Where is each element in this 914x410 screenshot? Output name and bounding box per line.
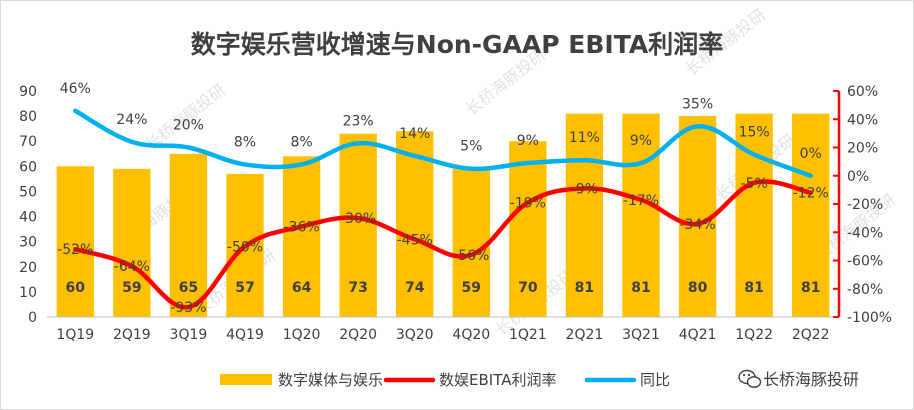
bar-label-1Q19: 60 xyxy=(66,280,86,296)
bar-3Q20 xyxy=(396,131,434,317)
yoy-label-1Q20: 8% xyxy=(290,134,312,150)
margin-label-2Q21: -9% xyxy=(571,181,598,197)
right-axis-tick: 60% xyxy=(847,84,878,100)
left-axis-tick: 40 xyxy=(19,210,37,226)
yoy-label-2Q19: 24% xyxy=(116,112,147,128)
margin-label-4Q21: -34% xyxy=(679,217,715,233)
left-axis-tick: 60 xyxy=(19,159,37,175)
bar-2Q22 xyxy=(792,113,830,317)
margin-label-2Q20: -30% xyxy=(340,211,376,227)
legend-swatch-bar xyxy=(220,374,272,385)
bar-2Q19 xyxy=(113,168,151,317)
left-axis-tick: 70 xyxy=(19,134,37,150)
bar-label-3Q20: 74 xyxy=(405,280,425,296)
bar-3Q21 xyxy=(622,113,660,317)
bar-3Q19 xyxy=(169,153,208,317)
yoy-label-3Q20: 14% xyxy=(399,126,430,142)
yoy-label-2Q22: 0% xyxy=(800,146,822,162)
bar-2Q20 xyxy=(339,133,377,317)
margin-label-2Q19: -64% xyxy=(114,259,150,275)
right-axis-tick: -60% xyxy=(847,254,883,270)
margin-line xyxy=(73,179,813,310)
left-axis-tick: 20 xyxy=(19,260,37,276)
left-axis-tick: 90 xyxy=(19,84,37,100)
legend: 数字媒体与娱乐 数娱EBITA利润率 同比 xyxy=(220,371,670,389)
bar-1Q19 xyxy=(56,166,94,317)
x-tick-1Q20: 1Q20 xyxy=(283,327,321,343)
right-axis-tick: -20% xyxy=(847,197,883,213)
yoy-label-2Q21: 11% xyxy=(569,130,600,146)
bar-label-3Q19: 65 xyxy=(179,280,198,296)
left-axis-tick: 30 xyxy=(19,235,37,251)
margin-label-1Q20: -36% xyxy=(283,220,319,236)
brand-name: 长桥海豚投研 xyxy=(763,370,859,389)
bar-1Q21 xyxy=(509,141,547,317)
x-tick-2Q21: 2Q21 xyxy=(566,327,604,343)
right-axis-tick: 20% xyxy=(847,141,878,157)
left-axis-tick: 0 xyxy=(28,310,37,326)
bar-4Q20 xyxy=(452,168,490,317)
bar-label-1Q21: 70 xyxy=(518,280,538,296)
x-tick-3Q21: 3Q21 xyxy=(622,327,660,343)
yoy-label-4Q20: 5% xyxy=(460,139,482,155)
bar-label-1Q22: 81 xyxy=(744,280,763,296)
yoy-label-3Q19: 20% xyxy=(173,118,204,134)
bar-label-3Q21: 81 xyxy=(631,280,650,296)
margin-label-1Q19: -52% xyxy=(57,242,93,258)
legend-label-yoy: 同比 xyxy=(640,371,670,389)
x-tick-1Q21: 1Q21 xyxy=(509,327,547,343)
yoy-label-2Q20: 23% xyxy=(343,113,374,129)
bar-label-4Q19: 57 xyxy=(235,280,254,296)
bar-2Q21 xyxy=(565,113,604,317)
bar-label-4Q21: 80 xyxy=(688,280,708,296)
right-axis-tick: -80% xyxy=(847,282,883,298)
x-tick-3Q20: 3Q20 xyxy=(396,327,434,343)
bar-label-2Q19: 59 xyxy=(122,280,141,296)
margin-label-1Q21: -19% xyxy=(510,196,546,212)
left-axis-tick: 10 xyxy=(19,285,37,301)
yoy-label-4Q21: 35% xyxy=(682,96,713,112)
x-tick-4Q21: 4Q21 xyxy=(679,327,717,343)
chart-title: 数字娱乐营收增速与Non-GAAP EBITA利润率 xyxy=(191,30,723,59)
x-tick-4Q20: 4Q20 xyxy=(452,327,490,343)
yoy-label-3Q21: 9% xyxy=(630,133,652,149)
right-axis-tick: 40% xyxy=(847,112,878,128)
yoy-label-4Q19: 8% xyxy=(234,134,256,150)
x-tick-1Q19: 1Q19 xyxy=(56,327,94,343)
margin-label-1Q22: -5% xyxy=(741,176,768,192)
margin-label-4Q20: -56% xyxy=(453,248,489,264)
x-tick-2Q22: 2Q22 xyxy=(792,327,830,343)
x-tick-2Q20: 2Q20 xyxy=(339,327,377,343)
x-tick-4Q19: 4Q19 xyxy=(226,327,264,343)
yoy-label-1Q22: 15% xyxy=(739,125,770,141)
x-tick-2Q19: 2Q19 xyxy=(113,327,151,343)
x-tick-1Q22: 1Q22 xyxy=(735,327,773,343)
bar-1Q20 xyxy=(282,156,321,317)
right-axis-tick: -100% xyxy=(847,310,892,326)
margin-label-3Q20: -45% xyxy=(397,232,433,248)
legend-label-margin: 数娱EBITA利润率 xyxy=(439,371,556,389)
bar-label-4Q20: 59 xyxy=(462,280,481,296)
brand-logo: 长桥海豚投研 xyxy=(738,369,859,389)
left-axis-tick: 50 xyxy=(19,184,37,200)
yoy-label-1Q19: 46% xyxy=(60,81,91,97)
margin-label-3Q19: -93% xyxy=(170,300,206,316)
right-axis-tick: -40% xyxy=(847,225,883,241)
right-axis-tick: 0% xyxy=(847,169,869,185)
margin-label-4Q19: -50% xyxy=(227,239,263,255)
margin-label-3Q21: -17% xyxy=(623,193,659,209)
yoy-line xyxy=(73,108,813,178)
margin-label-2Q22: -12% xyxy=(793,186,829,202)
bar-label-1Q20: 64 xyxy=(292,280,312,296)
legend-label-bar: 数字媒体与娱乐 xyxy=(278,371,383,389)
bar-label-2Q21: 81 xyxy=(575,280,594,296)
left-axis-tick: 80 xyxy=(19,109,37,125)
x-tick-3Q19: 3Q19 xyxy=(170,327,208,343)
yoy-label-1Q21: 9% xyxy=(517,133,539,149)
bar-label-2Q22: 81 xyxy=(801,280,820,296)
bar-label-2Q20: 73 xyxy=(348,280,367,296)
wechat-icon xyxy=(738,369,762,388)
